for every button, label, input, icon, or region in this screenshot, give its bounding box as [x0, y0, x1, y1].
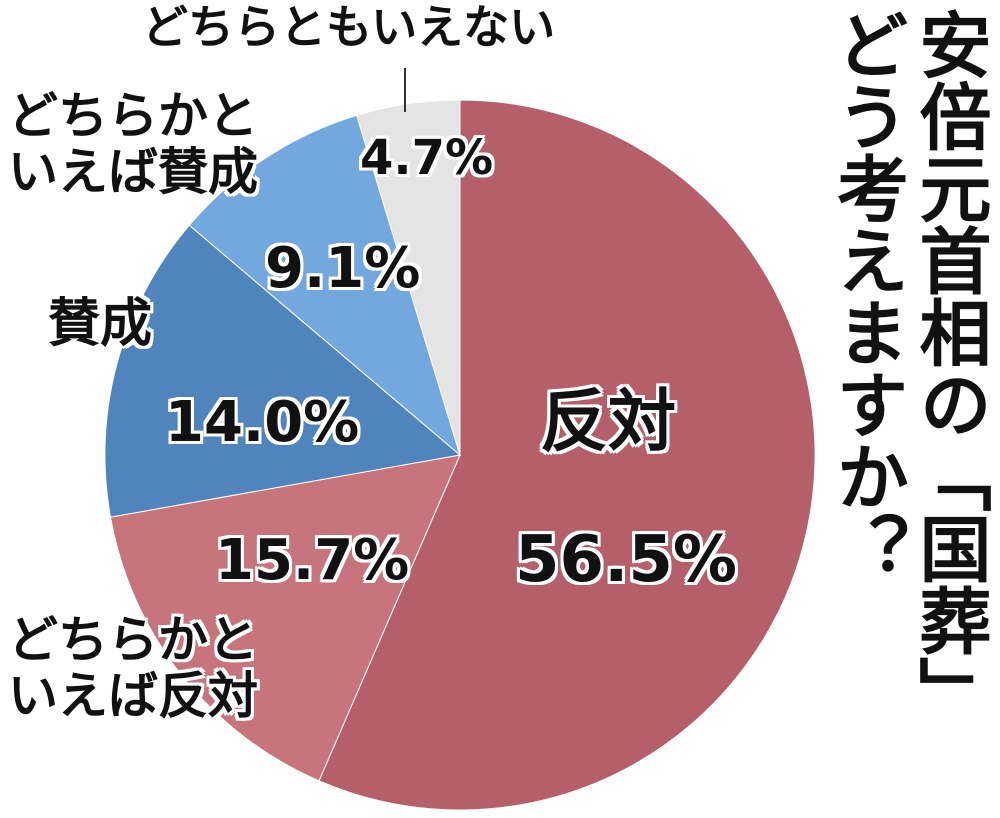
value-label: 15.7% [215, 528, 410, 593]
value-label: 56.5% [515, 523, 738, 597]
pie-slice [109, 454, 461, 782]
pie-slice [188, 114, 461, 457]
value-label: 4.7% [360, 130, 494, 186]
pie-slice [104, 224, 462, 518]
slice-name: 反対 [540, 383, 677, 462]
slice-name: どちらかといえば反対 [8, 611, 258, 725]
value-label: 9.1% [265, 236, 421, 301]
slice-name: どちらかといえば賛成 [8, 87, 258, 201]
chart-title: 安倍元首相の「国葬」どう考えますか？ [824, 8, 991, 728]
pie-slice [356, 99, 461, 456]
pie-slice [318, 99, 816, 811]
value-label: 14.0% [165, 390, 360, 455]
slice-name: 賛成 [48, 294, 153, 354]
slice-name: どちらともいえない [142, 0, 556, 54]
